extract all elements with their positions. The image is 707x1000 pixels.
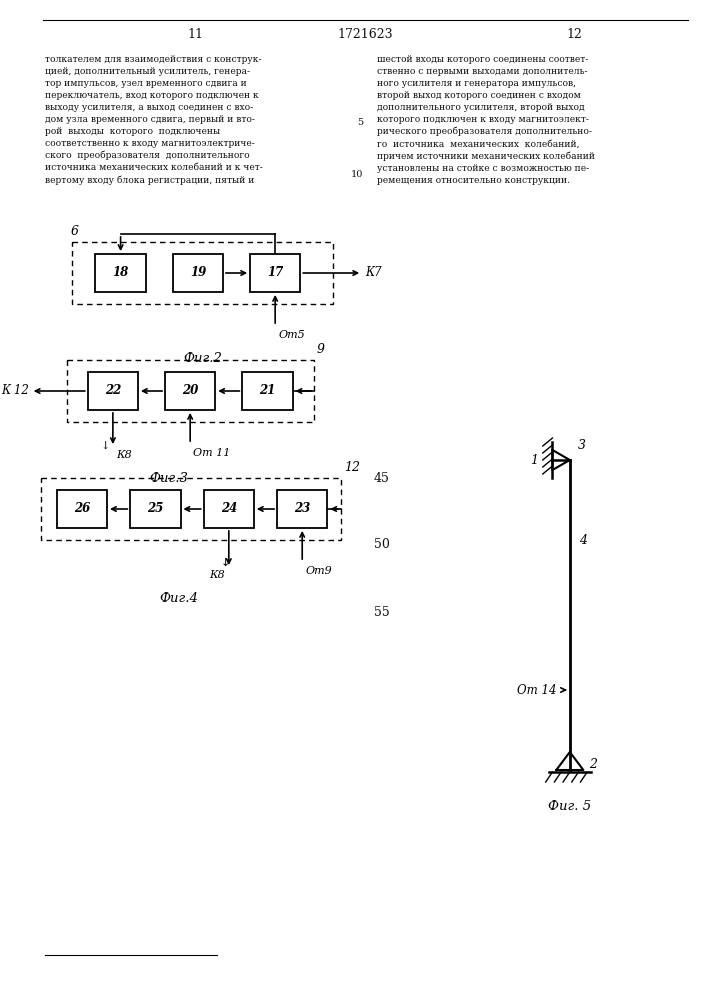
Text: Фиг. 5: Фиг. 5 [548, 800, 591, 813]
Text: 24: 24 [221, 502, 237, 516]
Text: ↓: ↓ [100, 442, 110, 452]
Text: 50: 50 [373, 538, 390, 552]
Text: К8: К8 [209, 570, 225, 580]
Bar [165, 372, 215, 410]
Bar [42, 478, 341, 540]
Text: 2: 2 [589, 758, 597, 772]
Bar [277, 490, 327, 528]
Text: К 12: К 12 [1, 384, 29, 397]
Bar [173, 254, 223, 292]
Bar [130, 490, 180, 528]
Text: 45: 45 [373, 472, 390, 485]
Text: 23: 23 [294, 502, 310, 516]
Text: Фиг.3: Фиг.3 [149, 472, 188, 485]
Text: 55: 55 [373, 605, 390, 618]
Text: 5: 5 [357, 118, 363, 127]
Text: 17: 17 [267, 266, 284, 279]
Text: От5: От5 [278, 330, 305, 340]
Text: 22: 22 [105, 384, 121, 397]
Text: 3: 3 [578, 439, 585, 452]
Text: 9: 9 [317, 343, 325, 356]
Text: толкателем для взаимодействия с конструк-
цией, дополнительный усилитель, генера: толкателем для взаимодействия с конструк… [45, 55, 263, 185]
Text: 4: 4 [580, 534, 588, 546]
Text: Фиг.4: Фиг.4 [159, 592, 198, 605]
Text: 20: 20 [182, 384, 198, 397]
Text: 21: 21 [259, 384, 276, 397]
Bar [72, 242, 333, 304]
Text: 26: 26 [74, 502, 90, 516]
Text: 1: 1 [530, 454, 538, 466]
Text: От9: От9 [305, 566, 332, 576]
Text: 10: 10 [351, 170, 363, 179]
Bar [67, 360, 314, 422]
Text: 18: 18 [112, 266, 129, 279]
Text: ↓: ↓ [221, 558, 230, 568]
Text: 6: 6 [71, 225, 78, 238]
Bar [243, 372, 293, 410]
Text: шестой входы которого соединены соответ-
ственно с первыми выходами дополнитель-: шестой входы которого соединены соответ-… [377, 55, 595, 185]
Text: 11: 11 [187, 28, 203, 41]
Text: 12: 12 [567, 28, 583, 41]
Text: От 14: От 14 [517, 684, 556, 696]
Text: Фиг.2: Фиг.2 [183, 352, 222, 365]
Bar [95, 254, 146, 292]
Text: 25: 25 [147, 502, 163, 516]
Bar [57, 490, 107, 528]
Text: 1721623: 1721623 [337, 28, 393, 41]
Text: К7: К7 [365, 266, 382, 279]
Bar [204, 490, 254, 528]
Bar [250, 254, 300, 292]
Text: 19: 19 [189, 266, 206, 279]
Bar [88, 372, 138, 410]
Text: 12: 12 [344, 461, 360, 474]
Text: От 11: От 11 [193, 448, 230, 458]
Text: К8: К8 [116, 450, 132, 460]
